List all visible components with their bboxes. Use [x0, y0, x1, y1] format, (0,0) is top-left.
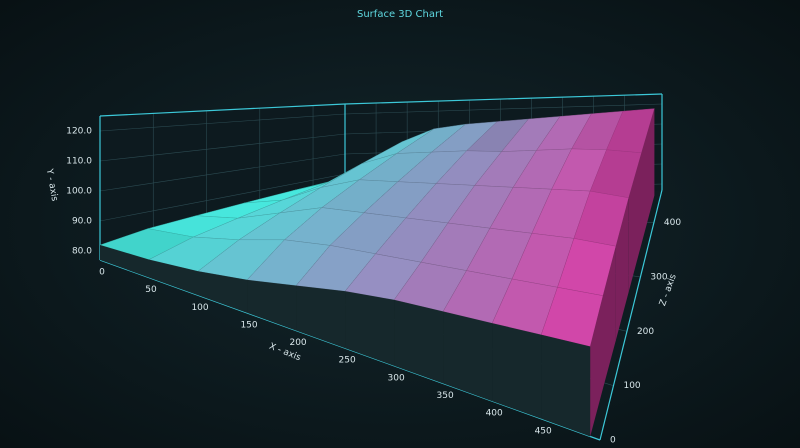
x-tick-label: 100 — [191, 303, 208, 313]
surface-side — [615, 197, 629, 341]
chart-title: Surface 3D Chart — [357, 9, 443, 20]
surface-front — [198, 271, 248, 313]
surface-front — [296, 285, 346, 349]
box-edge — [99, 103, 346, 117]
surface-side — [603, 246, 616, 389]
box-edge — [344, 93, 663, 105]
grid-line — [99, 113, 346, 132]
x-tick-label: 400 — [486, 409, 503, 419]
y-tick-label: 80.0 — [72, 247, 92, 257]
z-tick-label: 300 — [650, 272, 667, 282]
z-tick-label: 100 — [623, 381, 640, 391]
labels: 0 50 100 150 200 250 300 350 400 450 0 100 200 300 400… — [44, 127, 682, 446]
surface-front — [247, 279, 297, 331]
box-edge — [599, 189, 663, 441]
x-tick-label: 50 — [145, 285, 157, 295]
surface-side — [628, 152, 642, 292]
y-tick-label: 120.0 — [66, 127, 92, 137]
z-tick-label: 200 — [637, 327, 654, 337]
surface — [99, 108, 655, 437]
y-tick-label: 100.0 — [66, 187, 92, 197]
surface-front — [149, 259, 198, 296]
x-tick-label: 200 — [289, 338, 306, 348]
grid-line — [99, 173, 346, 222]
surface-front — [345, 291, 395, 366]
grid-line — [99, 153, 346, 192]
x-tick-label: 0 — [99, 268, 105, 278]
y-tick-label: 90.0 — [72, 217, 92, 227]
grid-line — [99, 133, 346, 162]
surface-front — [100, 245, 149, 278]
z-tick-label: 400 — [664, 218, 681, 228]
surface-side — [590, 295, 603, 437]
x-tick-label: 150 — [240, 320, 257, 330]
grid-line — [344, 103, 663, 115]
surface-front — [443, 311, 493, 402]
surface-side — [641, 108, 655, 244]
surface-front — [541, 334, 591, 437]
x-tick-label: 250 — [339, 356, 356, 366]
surface-front — [492, 323, 542, 419]
left-wall — [100, 104, 345, 260]
x-tick-label: 350 — [437, 391, 454, 401]
x-tick-label: 300 — [388, 373, 405, 383]
y-tick-label: 110.0 — [66, 157, 92, 167]
x-tick-label: 450 — [535, 426, 552, 436]
z-tick-label: 0 — [610, 436, 616, 446]
surface-front — [394, 299, 444, 384]
